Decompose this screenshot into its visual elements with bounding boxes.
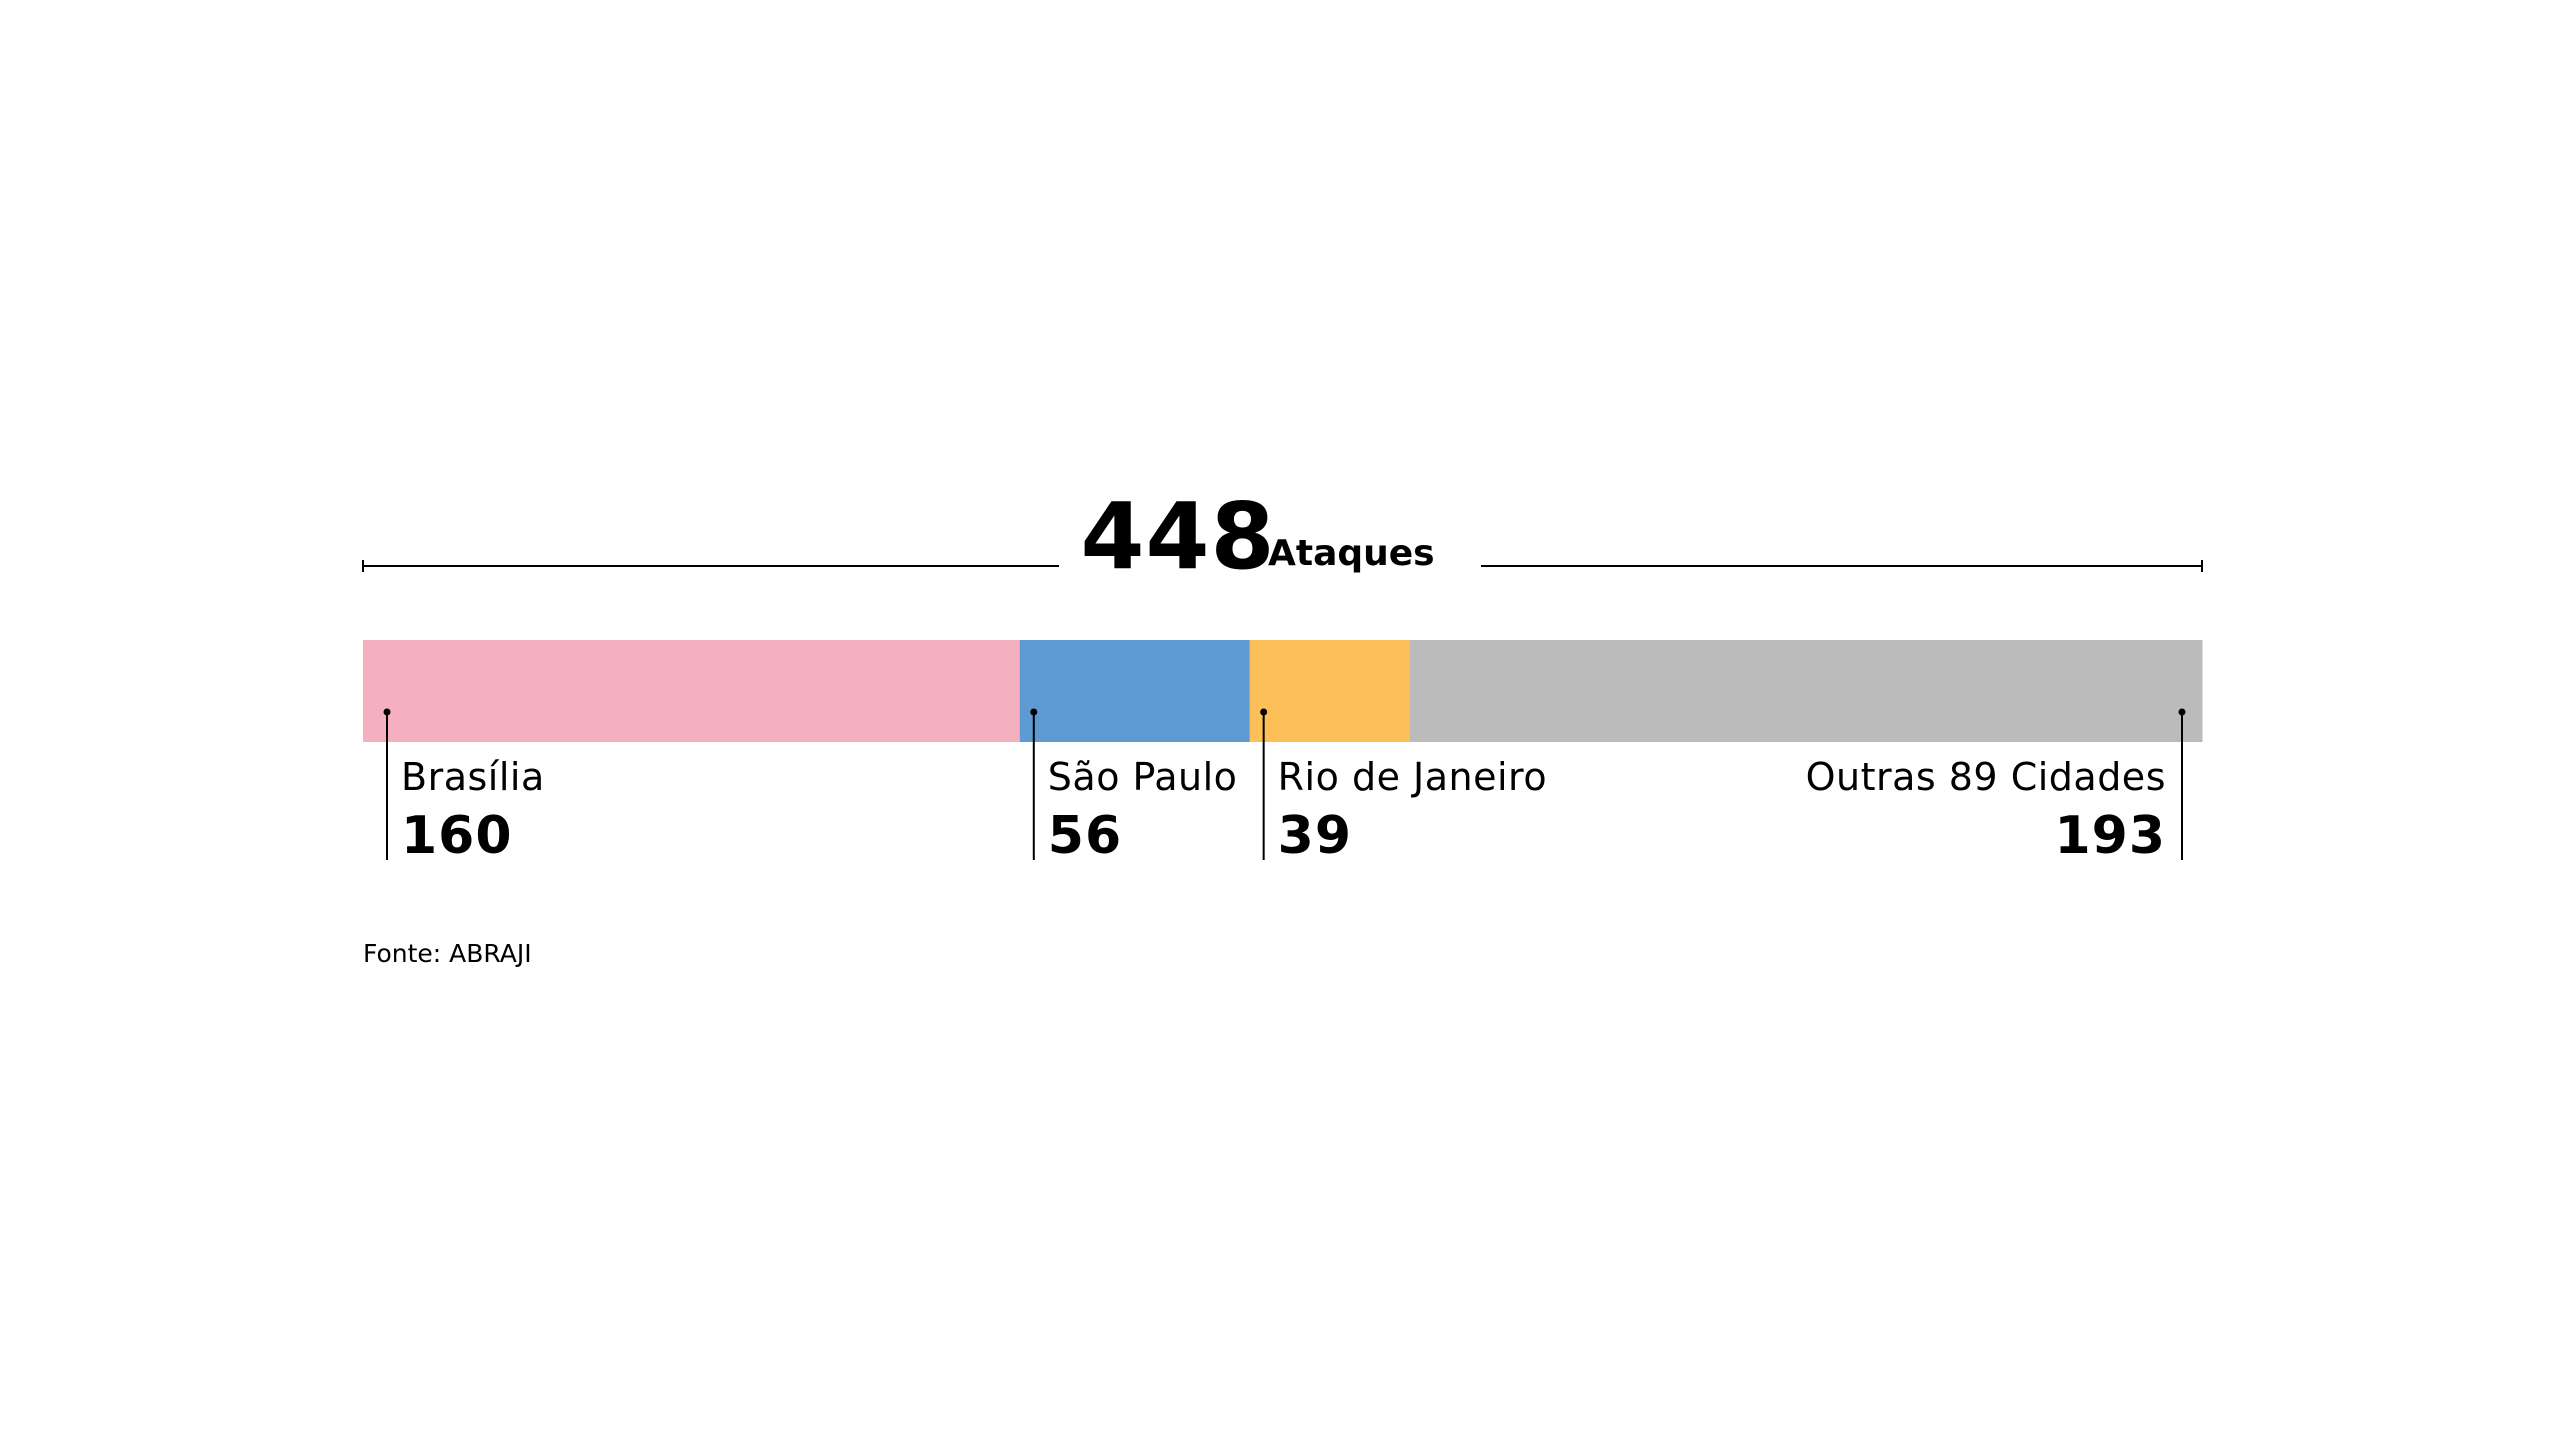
- segment-name-label: Brasília: [401, 755, 545, 799]
- bar-segment: [1409, 640, 2203, 742]
- segment-labels: Brasília 160 São Paulo 56 Rio de Janeiro 39 Ou…: [383, 708, 2186, 866]
- bar-segments: [363, 640, 2203, 742]
- segment-value-label: 39: [1278, 806, 1352, 866]
- total-unit-label: Ataques: [1268, 533, 1435, 574]
- segment-value-label: 56: [1048, 806, 1122, 866]
- bar-segment: [363, 640, 1021, 742]
- bar-segment: [1249, 640, 1411, 742]
- total-bracket: [362, 560, 2203, 572]
- total-value: 448: [1080, 483, 1275, 590]
- segment-name-label: São Paulo: [1048, 755, 1238, 799]
- source-note: Fonte: ABRAJI: [363, 939, 532, 968]
- segment-value-label: 160: [401, 806, 513, 866]
- segment-value-label: 193: [2054, 806, 2166, 866]
- segment-name-label: Rio de Janeiro: [1278, 755, 1547, 799]
- segment-name-label: Outras 89 Cidades: [1806, 755, 2166, 799]
- bar-segment: [1019, 640, 1251, 742]
